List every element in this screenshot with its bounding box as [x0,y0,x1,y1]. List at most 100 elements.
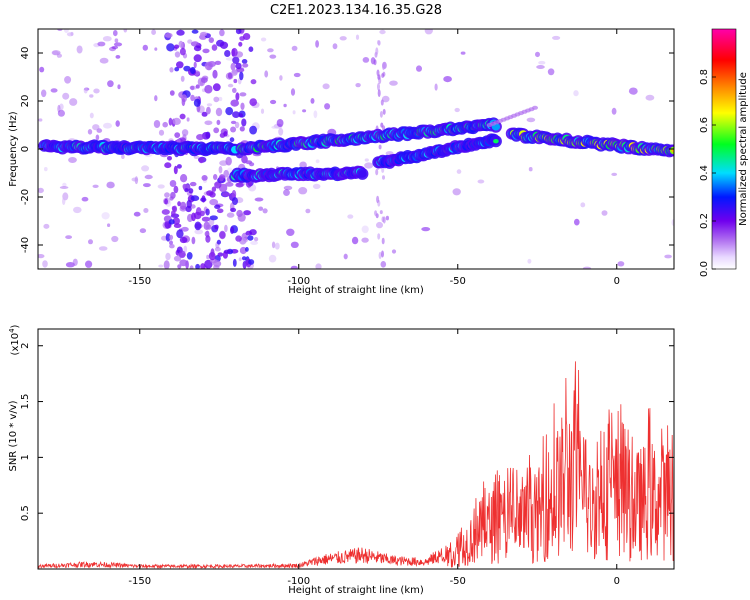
spectrogram-cell [381,73,385,78]
spectrogram-y-label: Frequency (Hz) [8,111,19,187]
spectrogram-cell [165,252,171,261]
spectrogram-cell [315,263,322,269]
spectrogram-cell [204,120,213,126]
colorbar-tick-label: 0.6 [699,117,710,133]
spectrogram-cell [377,74,381,80]
spectrogram-cell [204,84,213,94]
spectrogram-cell [205,208,210,216]
colorbar-tick-label: 0.8 [699,69,710,85]
snr-plot [38,361,674,569]
spectrogram-cell [310,98,315,104]
spectrogram-cell [416,65,422,72]
spectrogram-cell [582,266,592,269]
spectrogram-cell [43,223,50,229]
spectrogram-cell [194,221,202,231]
spectrogram-cell [93,88,100,94]
spectrogram-cell [178,40,184,48]
spectrogram-cell [219,231,226,239]
spectrogram-cell [364,162,374,169]
spectrogram-cell [299,161,307,169]
spectrogram-cell [44,167,48,172]
spectrogram-cell [169,244,175,249]
spectrogram-cell [377,40,380,45]
spectrogram-cell [173,223,182,228]
spectrogram-cell [254,237,259,242]
spectrogram-cell [183,245,188,253]
spectrogram-cell [180,201,187,210]
spectrogram-cell [239,71,244,81]
spectrogram-cell [315,40,319,48]
spectrogram-cell [62,92,70,100]
spectrogram-cell [377,89,381,97]
x-tick-label: -150 [128,576,151,587]
x-tick-label: 0 [614,276,620,287]
spectrogram-cell [645,94,655,101]
spectrogram-cell [385,215,389,221]
spectrogram-cell [214,181,222,189]
figure-title: C2E1.2023.134.16.35.G28 [270,3,442,18]
spectrogram-cell [229,137,235,143]
spectrogram-cell [62,182,67,187]
spectrogram-cell [214,204,221,209]
spectrogram-cell [81,196,89,202]
spectrogram-cell [201,175,208,181]
spectrogram-cell [302,109,307,113]
spectrogram-cell [190,195,200,202]
spectrogram-cell [173,165,178,175]
y-tick-label: 40 [20,47,31,60]
spectrogram-cell [379,29,386,35]
spectrogram-cell [434,83,438,91]
spectrogram-panel: -150 -100 -50 0 -40 -20 0 20 40 Height of strai… [8,28,675,296]
spectrogram-cell [107,223,111,227]
spectrogram-cell [269,54,277,59]
spectrogram-cell [424,29,433,35]
spectrogram-cell [169,180,177,187]
spectrogram-cell [114,38,119,43]
spectrogram-cell [278,127,284,136]
spectrogram-cell [38,187,44,194]
spectrogram-cell [208,37,214,43]
spectrogram-cell [382,108,386,115]
spectrogram-cell [83,87,88,94]
snr-y-label: SNR (10 * v/v) [8,400,19,471]
spectrogram-cell [305,208,311,214]
spectrogram-cell [179,113,186,120]
spectrogram-cell [179,236,188,244]
spectrogram-cell [664,254,672,259]
spectrogram-cell [274,242,280,250]
spectrogram-cell [223,169,229,178]
spectrogram-cell [227,83,234,88]
spectrogram-cell [218,166,223,174]
spectrogram-cell [611,172,618,176]
spectrogram-cell [248,46,254,52]
spectrogram-cell [381,237,385,245]
spectrogram-cell [547,68,555,76]
y-tick-label: 20 [20,95,31,108]
snr-series-line [38,361,674,569]
snr-y-multiplier: (x104) [8,324,21,355]
spectrogram-cell [164,32,173,38]
spectrogram-cell [574,218,580,226]
spectrogram-cell [242,33,251,40]
spectrogram-cell [355,34,360,40]
spectrogram-cell [535,51,540,58]
spectrogram-cell [162,121,168,128]
spectrogram-cell [267,48,274,53]
spectrogram-cell [66,32,74,37]
spectrogram-cell [211,186,217,192]
spectrogram-cell [376,195,380,204]
spectrogram-cell [59,186,69,189]
spectrogram-cell [230,207,237,213]
spectrogram-cell [290,241,299,248]
spectrogram-cell [193,61,197,69]
spectrogram-cell [190,85,195,91]
spectrogram-cell [381,95,390,103]
spectrogram-cell [271,241,276,249]
y-tick-label: -40 [20,237,31,253]
spectrogram-cell [168,117,173,126]
spectrogram-cell [671,219,674,226]
snr-y-ticks: 0.5 1 1.5 2 [20,343,674,521]
y-tick-label: -20 [20,189,31,205]
spectrogram-cell [202,48,210,54]
spectrogram-cell [248,259,255,265]
